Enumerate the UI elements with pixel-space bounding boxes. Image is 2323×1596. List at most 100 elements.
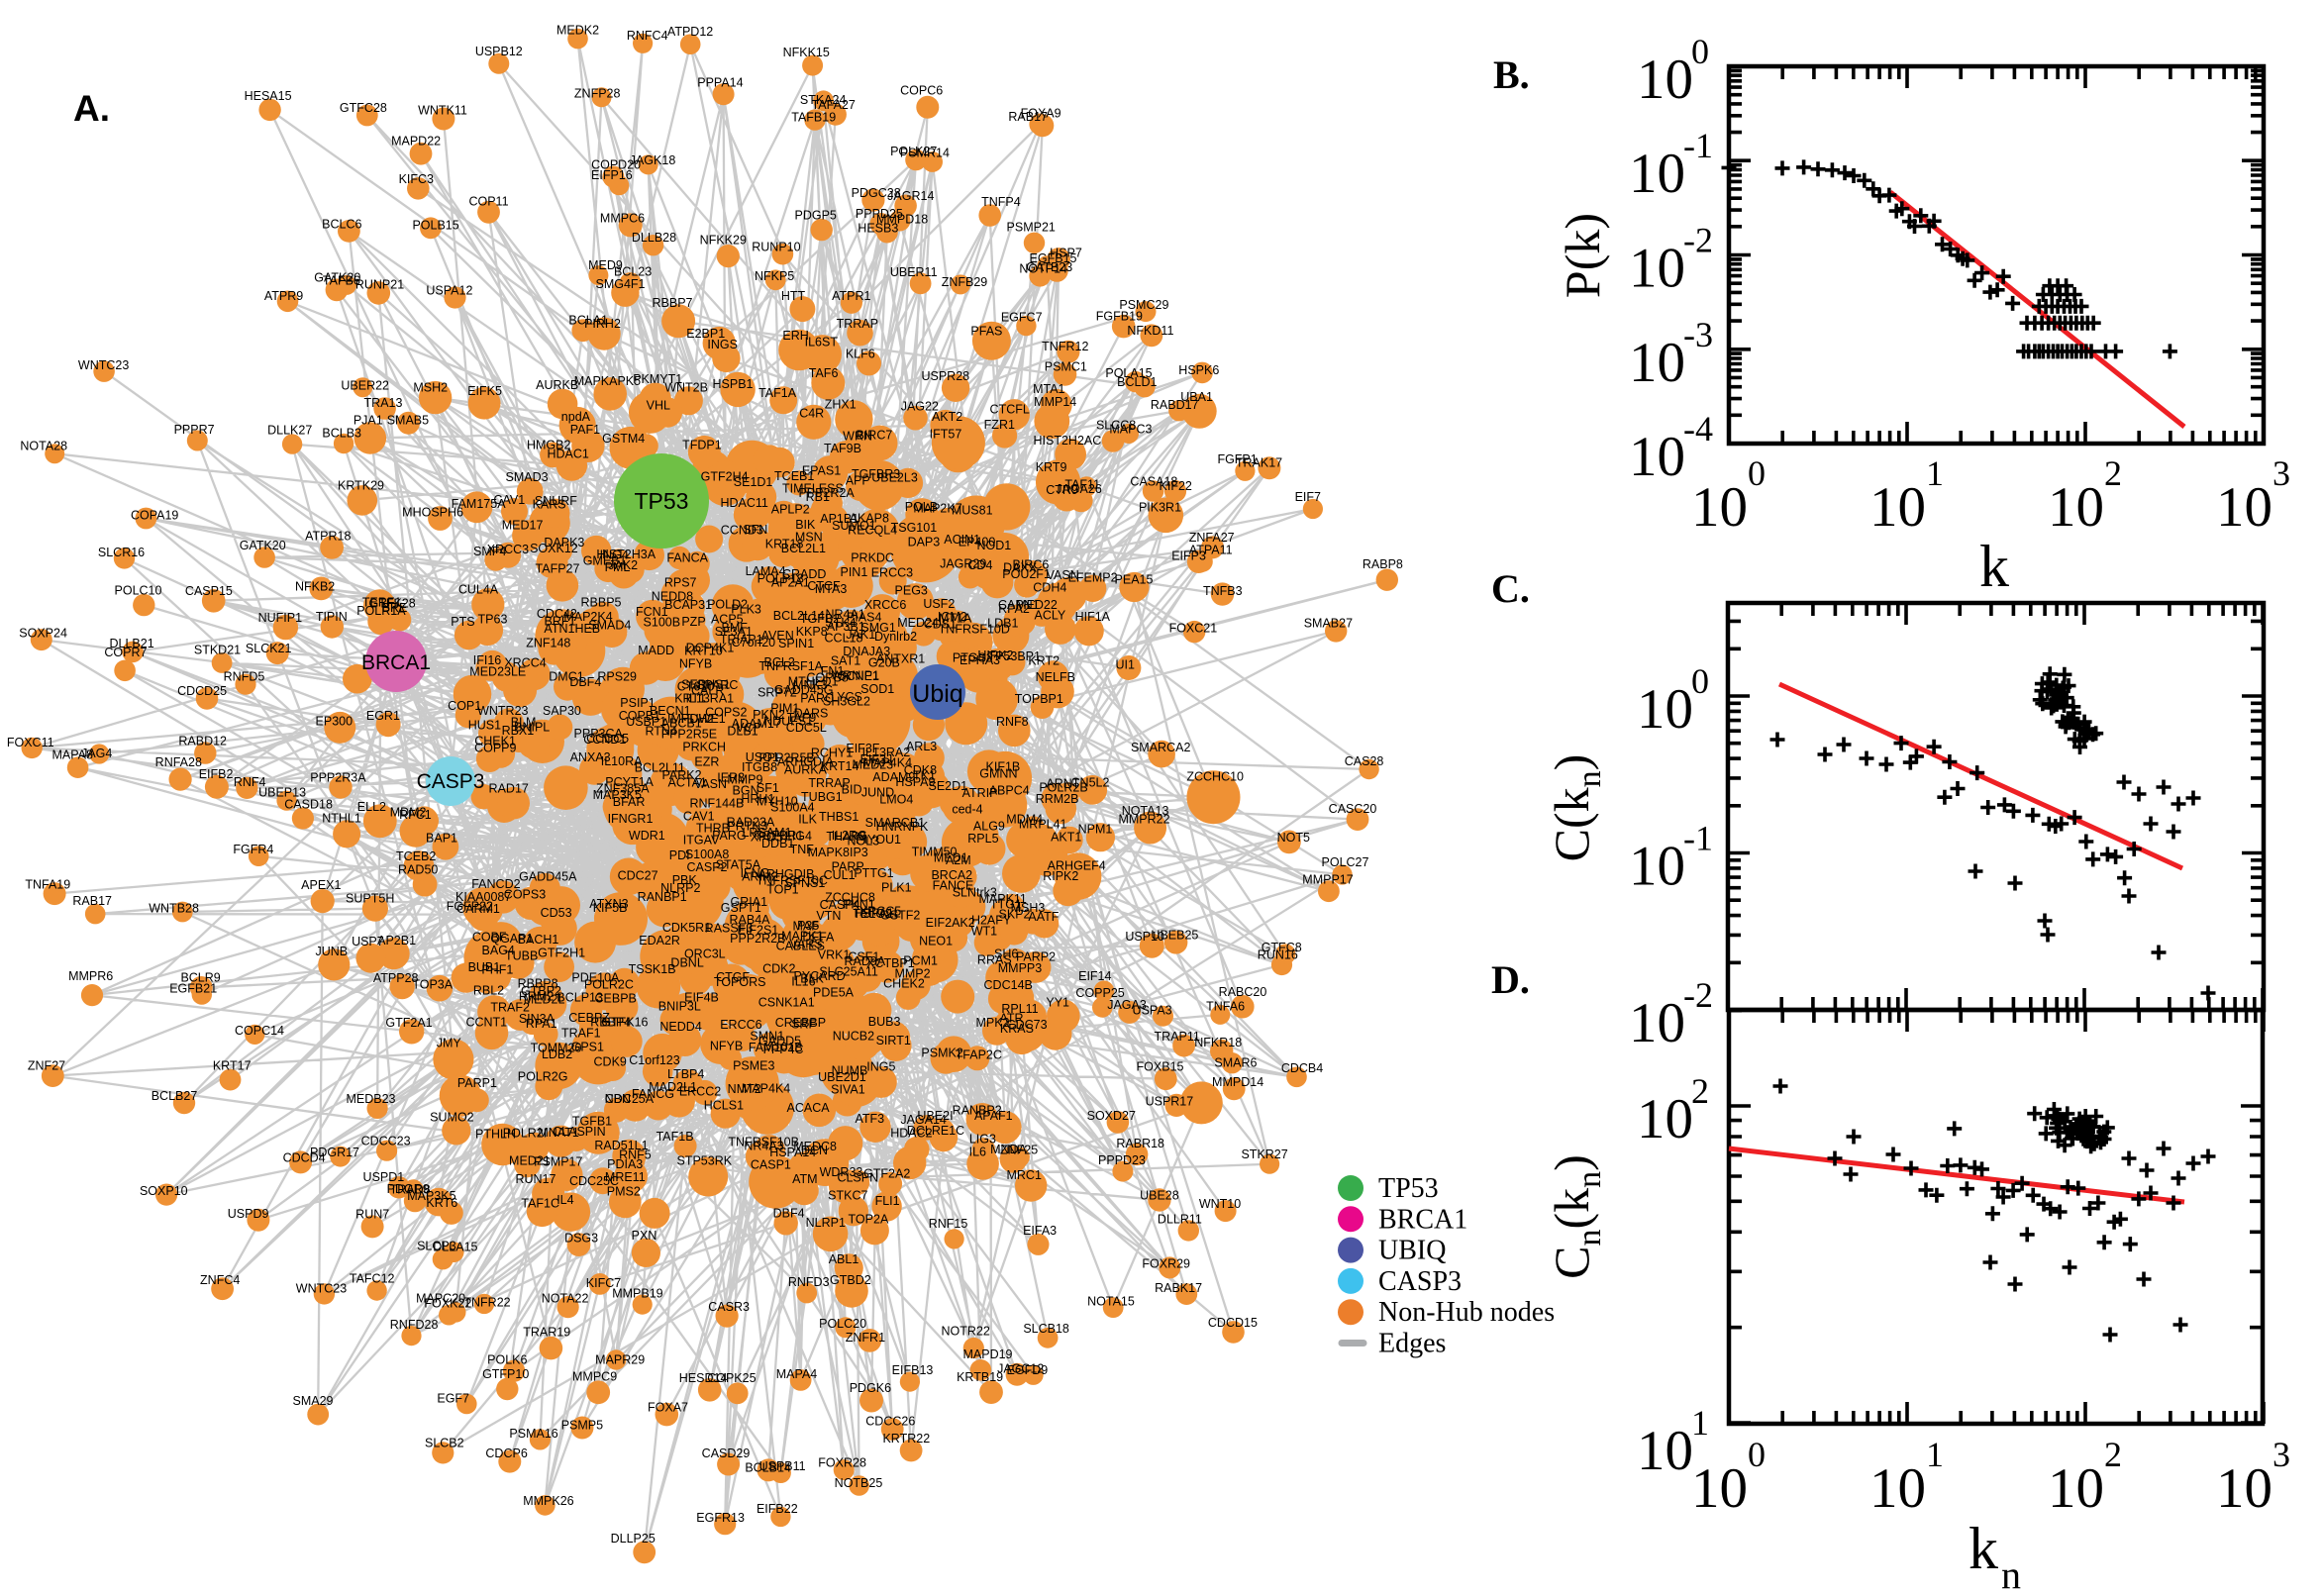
svg-text:USPB11: USPB11 xyxy=(759,1459,806,1473)
svg-text:CSF1: CSF1 xyxy=(848,950,879,964)
svg-text:CASP4: CASP4 xyxy=(820,898,860,912)
svg-text:RABD17: RABD17 xyxy=(1151,398,1199,412)
svg-text:YY1: YY1 xyxy=(1046,995,1069,1009)
svg-text:TRAF1: TRAF1 xyxy=(561,1026,601,1040)
svg-text:ATN1HEB: ATN1HEB xyxy=(544,622,600,636)
svg-text:HESB3: HESB3 xyxy=(858,222,898,236)
svg-text:EIFP16: EIFP16 xyxy=(591,168,633,182)
svg-text:POLR2G: POLR2G xyxy=(518,1070,568,1084)
svg-text:USPA3: USPA3 xyxy=(1133,1003,1172,1017)
svg-text:GSTF2: GSTF2 xyxy=(880,909,920,923)
svg-text:-2: -2 xyxy=(1683,221,1713,260)
svg-text:PTS: PTS xyxy=(451,615,474,629)
svg-text:MAP3K5: MAP3K5 xyxy=(407,1189,455,1203)
svg-text:GATK20: GATK20 xyxy=(240,539,286,552)
svg-text:ZNFA27: ZNFA27 xyxy=(1189,531,1235,545)
svg-text:EIF4B: EIF4B xyxy=(684,991,719,1005)
svg-text:VASN: VASN xyxy=(694,777,727,791)
svg-text:P35: P35 xyxy=(797,919,819,933)
svg-text:DBF4: DBF4 xyxy=(569,675,601,689)
svg-text:RPS29: RPS29 xyxy=(597,670,637,684)
svg-text:CDCP6: CDCP6 xyxy=(485,1446,527,1460)
svg-text:POU2F1: POU2F1 xyxy=(1002,567,1051,581)
svg-text:EIFA3: EIFA3 xyxy=(1023,1224,1057,1238)
svg-text:UBER11: UBER11 xyxy=(890,265,938,279)
svg-text:Ubiq: Ubiq xyxy=(912,680,962,708)
svg-text:SOXP24: SOXP24 xyxy=(19,627,67,641)
svg-text:RPS7: RPS7 xyxy=(664,575,697,589)
svg-text:COPS8: COPS8 xyxy=(807,671,849,685)
svg-text:EIF3J: EIF3J xyxy=(860,752,893,766)
svg-text:ZNFR1: ZNFR1 xyxy=(846,1331,885,1345)
svg-text:CDCC26: CDCC26 xyxy=(865,1415,915,1429)
svg-text:XRCC3: XRCC3 xyxy=(487,543,529,556)
svg-text:APEX1: APEX1 xyxy=(301,878,341,892)
svg-text:COPS2: COPS2 xyxy=(705,706,747,720)
svg-text:TOPBP1: TOPBP1 xyxy=(1015,692,1063,706)
svg-text:ATXN3: ATXN3 xyxy=(589,897,628,911)
svg-text:POLP13: POLP13 xyxy=(758,571,804,585)
svg-text:COPA19: COPA19 xyxy=(131,508,178,522)
svg-text:CABLES: CABLES xyxy=(776,940,825,953)
svg-text:MSN: MSN xyxy=(795,530,823,544)
svg-text:THRB: THRB xyxy=(696,821,730,835)
svg-text:BUB3: BUB3 xyxy=(868,1015,901,1029)
svg-text:KRT18: KRT18 xyxy=(765,538,804,551)
svg-text:COP1: COP1 xyxy=(448,699,481,713)
svg-text:GTFP10: GTFP10 xyxy=(482,1367,529,1381)
svg-text:CASP3: CASP3 xyxy=(417,770,485,793)
svg-text:XRCC5: XRCC5 xyxy=(859,904,901,918)
svg-text:THAP8: THAP8 xyxy=(826,830,865,844)
svg-text:KARS: KARS xyxy=(533,497,566,511)
svg-text:HNRNPK: HNRNPK xyxy=(876,820,929,834)
svg-text:CT610: CT610 xyxy=(677,680,715,694)
svg-text:PPPR7: PPPR7 xyxy=(174,423,215,437)
svg-text:RAD23A: RAD23A xyxy=(727,815,775,829)
svg-text:ITGB8: ITGB8 xyxy=(742,760,777,774)
svg-text:TAF6: TAF6 xyxy=(809,366,839,380)
svg-text:TNFRSF10B: TNFRSF10B xyxy=(728,1135,799,1148)
svg-text:COPP9: COPP9 xyxy=(474,742,516,755)
svg-text:TNFA6: TNFA6 xyxy=(1206,1000,1245,1014)
svg-text:PDGP5: PDGP5 xyxy=(795,209,837,223)
svg-text:MAF: MAF xyxy=(793,919,820,933)
svg-text:EIF7: EIF7 xyxy=(1295,490,1321,504)
svg-text:3: 3 xyxy=(2272,1435,2290,1474)
svg-text:RNF144B: RNF144B xyxy=(689,797,744,811)
svg-text:GTF2A1: GTF2A1 xyxy=(385,1016,432,1030)
svg-text:GATK20: GATK20 xyxy=(314,271,360,285)
svg-text:RABD12: RABD12 xyxy=(178,734,227,748)
svg-text:DBF4: DBF4 xyxy=(773,1207,805,1221)
svg-text:RAD50: RAD50 xyxy=(398,863,438,877)
svg-text:CDK8: CDK8 xyxy=(904,763,937,777)
svg-text:TNFP4: TNFP4 xyxy=(981,195,1021,209)
svg-text:NFKK29: NFKK29 xyxy=(700,234,747,248)
svg-text:MED21: MED21 xyxy=(509,1154,551,1168)
svg-text:HDAC1: HDAC1 xyxy=(548,448,589,461)
svg-text:USPR17: USPR17 xyxy=(1146,1094,1194,1108)
svg-text:KIF22: KIF22 xyxy=(1160,479,1192,493)
svg-text:PKN2: PKN2 xyxy=(753,708,785,722)
svg-text:WRNIP1: WRNIP1 xyxy=(831,669,879,683)
svg-text:NOTP14: NOTP14 xyxy=(1019,262,1067,276)
svg-text:USPD9: USPD9 xyxy=(228,1207,269,1221)
svg-text:RANBP2: RANBP2 xyxy=(953,1104,1002,1118)
svg-text:KRT17: KRT17 xyxy=(213,1059,252,1073)
svg-text:PJA1: PJA1 xyxy=(354,413,383,427)
svg-text:HESA15: HESA15 xyxy=(245,89,292,103)
svg-text:USO1: USO1 xyxy=(746,750,779,764)
svg-text:IL4: IL4 xyxy=(556,1193,573,1207)
svg-text:ATF3: ATF3 xyxy=(855,1112,884,1126)
svg-text:PSMK2: PSMK2 xyxy=(921,1047,962,1060)
svg-text:POLK6: POLK6 xyxy=(487,1353,527,1367)
svg-text:NOT5: NOT5 xyxy=(1277,831,1310,845)
svg-text:E2BP1: E2BP1 xyxy=(686,327,725,341)
svg-text:PPP2R2A: PPP2R2A xyxy=(798,486,855,500)
svg-text:CAV1: CAV1 xyxy=(683,810,715,824)
svg-text:NOTR22: NOTR22 xyxy=(942,1325,990,1339)
svg-text:A2M: A2M xyxy=(946,853,971,867)
svg-text:SRF: SRF xyxy=(791,1017,816,1031)
svg-text:AP2A1: AP2A1 xyxy=(771,575,810,589)
svg-text:RABC20: RABC20 xyxy=(1219,985,1267,999)
svg-text:TAF11: TAF11 xyxy=(1064,477,1100,491)
